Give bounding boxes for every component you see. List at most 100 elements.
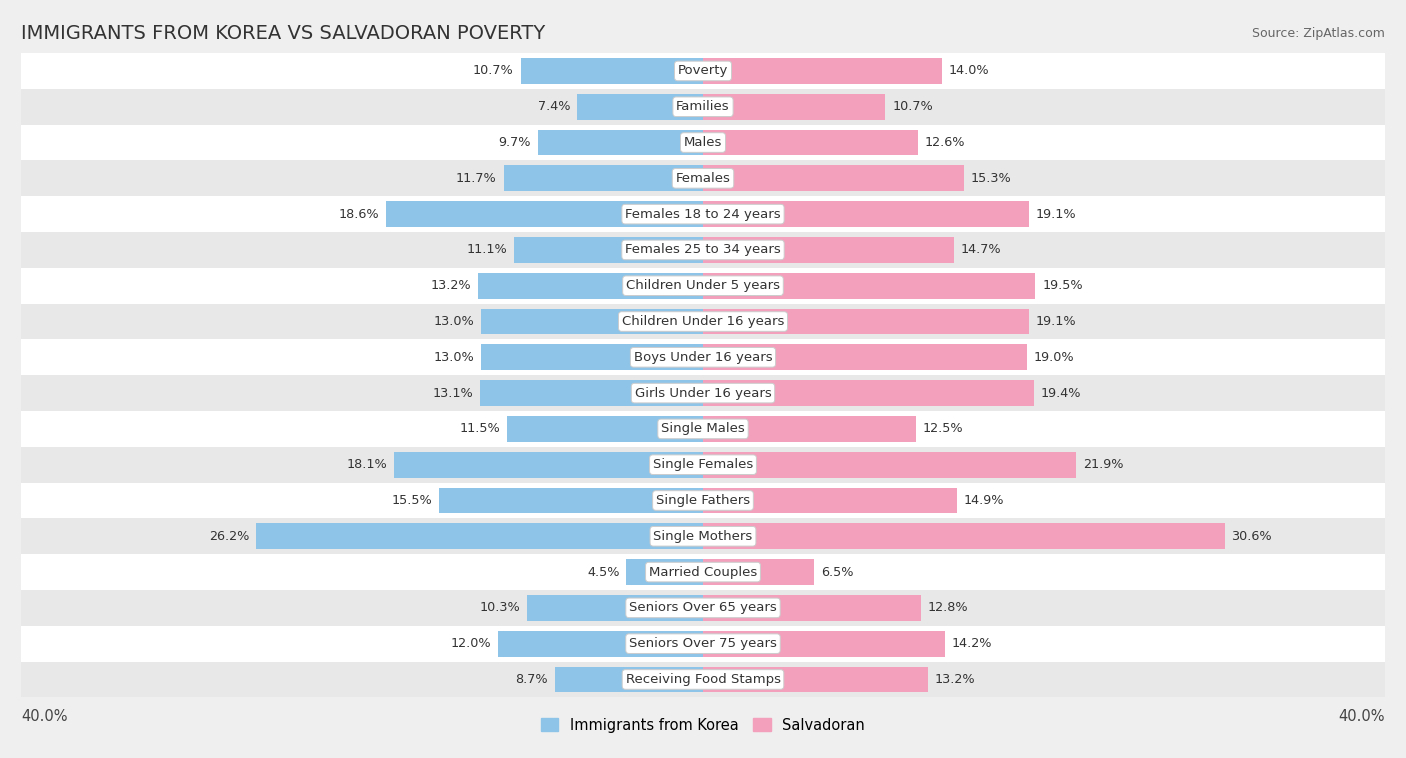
Bar [499,631,703,656]
Bar [703,452,1077,478]
Text: Families: Families [676,100,730,113]
Bar [503,165,703,191]
Text: 11.7%: 11.7% [456,172,496,185]
FancyBboxPatch shape [21,161,1385,196]
Bar [703,58,942,84]
Text: 12.5%: 12.5% [922,422,963,435]
Bar [703,631,945,656]
Text: 14.9%: 14.9% [965,494,1004,507]
Text: 13.1%: 13.1% [432,387,472,399]
Bar [256,524,703,549]
Bar [626,559,703,585]
Text: Girls Under 16 years: Girls Under 16 years [634,387,772,399]
FancyBboxPatch shape [21,232,1385,268]
FancyBboxPatch shape [21,53,1385,89]
Bar [703,524,1225,549]
Bar [703,381,1033,406]
Bar [703,344,1026,370]
Text: 13.2%: 13.2% [430,279,471,293]
Text: 9.7%: 9.7% [498,136,531,149]
Bar [508,416,703,442]
Text: 14.2%: 14.2% [952,637,993,650]
Text: 40.0%: 40.0% [21,709,67,724]
Bar [527,595,703,621]
Text: 19.0%: 19.0% [1033,351,1074,364]
Bar [703,237,953,263]
Text: 19.1%: 19.1% [1035,315,1076,328]
Text: 6.5%: 6.5% [821,565,853,578]
Text: 18.1%: 18.1% [347,458,388,471]
Text: 14.7%: 14.7% [960,243,1001,256]
Text: 40.0%: 40.0% [1339,709,1385,724]
FancyBboxPatch shape [21,554,1385,590]
Bar [703,165,965,191]
Text: Children Under 16 years: Children Under 16 years [621,315,785,328]
Text: 18.6%: 18.6% [339,208,380,221]
FancyBboxPatch shape [21,124,1385,161]
Text: Receiving Food Stamps: Receiving Food Stamps [626,673,780,686]
Bar [479,381,703,406]
FancyBboxPatch shape [21,375,1385,411]
Bar [703,273,1035,299]
FancyBboxPatch shape [21,340,1385,375]
Text: 19.4%: 19.4% [1040,387,1081,399]
Bar [478,273,703,299]
Bar [576,94,703,120]
Text: Females 18 to 24 years: Females 18 to 24 years [626,208,780,221]
Text: Source: ZipAtlas.com: Source: ZipAtlas.com [1251,27,1385,39]
Text: Single Females: Single Females [652,458,754,471]
Text: 19.1%: 19.1% [1035,208,1076,221]
Text: 19.5%: 19.5% [1042,279,1083,293]
FancyBboxPatch shape [21,446,1385,483]
Text: Married Couples: Married Couples [650,565,756,578]
Text: Females: Females [675,172,731,185]
Text: 10.3%: 10.3% [479,601,520,615]
FancyBboxPatch shape [21,268,1385,304]
Text: 13.0%: 13.0% [434,315,475,328]
Bar [439,487,703,513]
Bar [703,595,921,621]
Bar [703,130,918,155]
Text: Single Males: Single Males [661,422,745,435]
Text: Boys Under 16 years: Boys Under 16 years [634,351,772,364]
Bar [385,201,703,227]
Bar [520,58,703,84]
FancyBboxPatch shape [21,590,1385,626]
Bar [481,309,703,334]
FancyBboxPatch shape [21,89,1385,124]
FancyBboxPatch shape [21,411,1385,446]
Text: 10.7%: 10.7% [472,64,513,77]
Legend: Immigrants from Korea, Salvadoran: Immigrants from Korea, Salvadoran [534,712,872,738]
Text: 8.7%: 8.7% [515,673,548,686]
Text: Males: Males [683,136,723,149]
Bar [703,487,957,513]
Text: 11.5%: 11.5% [460,422,501,435]
FancyBboxPatch shape [21,626,1385,662]
Text: 11.1%: 11.1% [467,243,508,256]
Text: 14.0%: 14.0% [949,64,988,77]
FancyBboxPatch shape [21,483,1385,518]
Bar [703,201,1029,227]
Text: Poverty: Poverty [678,64,728,77]
Bar [513,237,703,263]
FancyBboxPatch shape [21,518,1385,554]
Bar [703,94,886,120]
Text: Seniors Over 65 years: Seniors Over 65 years [628,601,778,615]
Text: 15.5%: 15.5% [391,494,432,507]
FancyBboxPatch shape [21,662,1385,697]
Text: Single Fathers: Single Fathers [657,494,749,507]
Text: 13.0%: 13.0% [434,351,475,364]
Text: Females 25 to 34 years: Females 25 to 34 years [626,243,780,256]
Bar [703,559,814,585]
Text: 10.7%: 10.7% [893,100,934,113]
Text: 30.6%: 30.6% [1232,530,1272,543]
Bar [395,452,703,478]
Bar [481,344,703,370]
Text: Children Under 5 years: Children Under 5 years [626,279,780,293]
Bar [703,416,917,442]
Bar [555,666,703,692]
Text: 12.6%: 12.6% [925,136,965,149]
FancyBboxPatch shape [21,196,1385,232]
Text: 7.4%: 7.4% [537,100,569,113]
Text: 12.0%: 12.0% [451,637,492,650]
